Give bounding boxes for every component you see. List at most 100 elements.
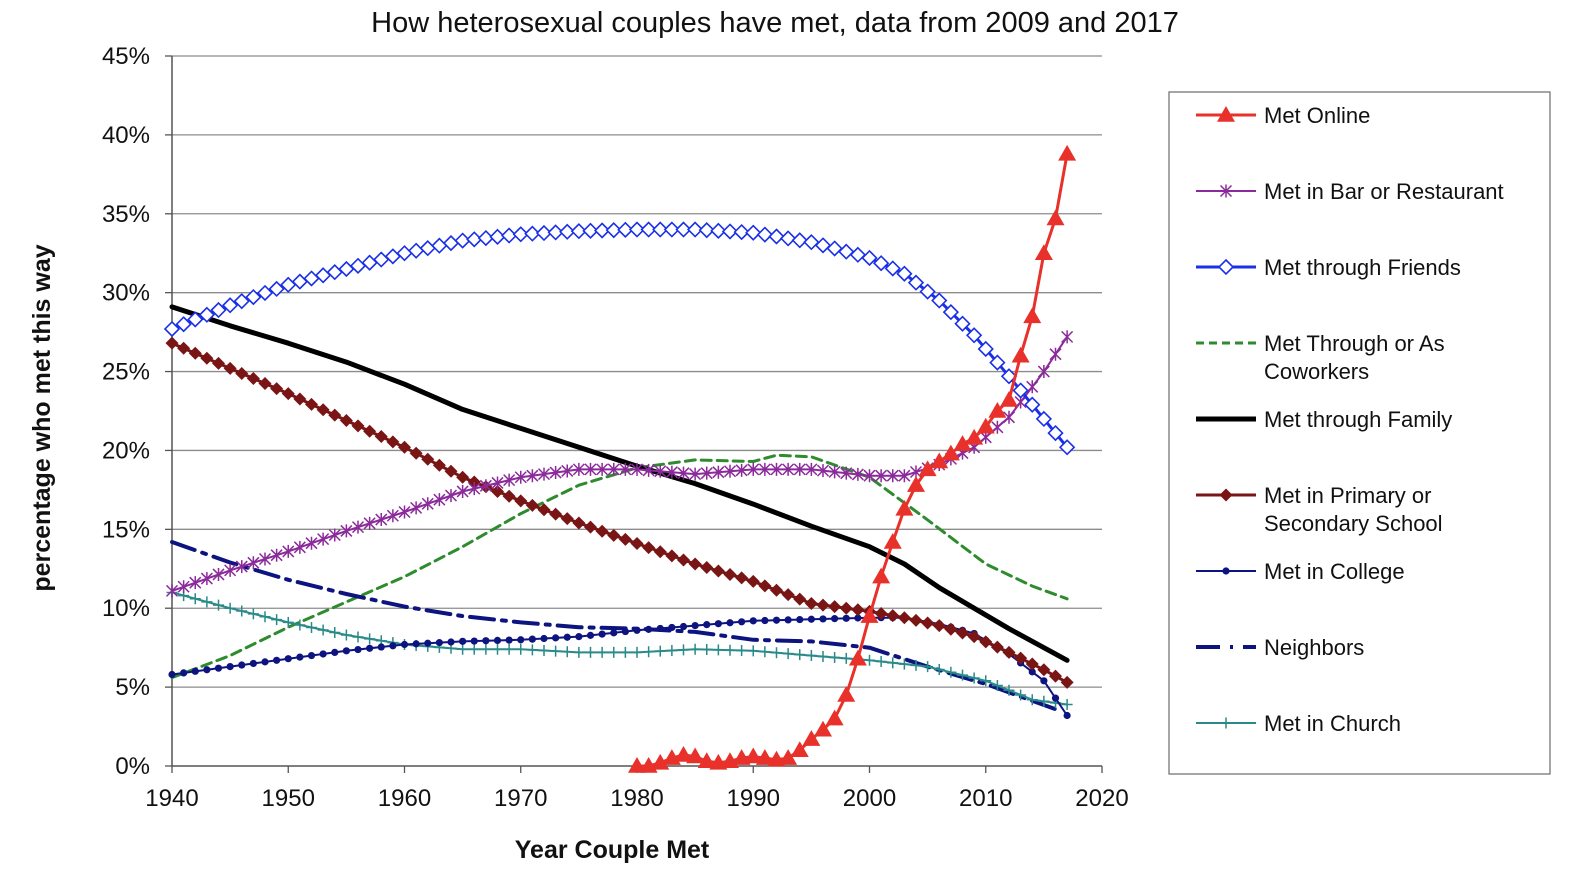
data-point xyxy=(200,572,213,586)
y-tick-label: 0% xyxy=(115,753,150,780)
data-point xyxy=(875,469,888,483)
data-point xyxy=(456,470,470,484)
data-point xyxy=(1051,694,1060,702)
data-point xyxy=(526,469,539,483)
data-point xyxy=(400,640,409,649)
data-point xyxy=(758,579,772,593)
data-point xyxy=(572,516,586,530)
data-point xyxy=(724,644,736,656)
data-point xyxy=(493,636,502,645)
data-point xyxy=(221,297,239,314)
data-point xyxy=(816,464,830,478)
data-point xyxy=(340,629,352,641)
data-point xyxy=(875,656,887,668)
data-point xyxy=(770,462,783,476)
data-point xyxy=(491,476,504,490)
data-point xyxy=(270,548,283,562)
data-point xyxy=(883,532,902,549)
legend-marker xyxy=(1220,717,1232,729)
data-point xyxy=(723,567,737,581)
data-point xyxy=(1028,668,1036,676)
data-point xyxy=(665,465,678,479)
data-point xyxy=(575,633,583,641)
data-point xyxy=(584,520,597,534)
data-point xyxy=(791,232,808,249)
legend-item: Met in Church xyxy=(1196,711,1401,736)
data-point xyxy=(932,619,946,633)
data-point xyxy=(784,616,792,624)
series-met-online xyxy=(628,144,1077,773)
data-point xyxy=(424,639,432,647)
data-point xyxy=(515,643,527,655)
chart-title: How heterosexual couples have met, data … xyxy=(371,7,1179,39)
data-point xyxy=(1012,382,1029,399)
data-point xyxy=(686,221,704,238)
data-point xyxy=(796,615,804,624)
data-point xyxy=(931,292,948,309)
data-point xyxy=(188,346,202,360)
data-point xyxy=(296,653,304,661)
data-point xyxy=(377,643,385,651)
data-point xyxy=(431,237,448,254)
y-tick-label: 45% xyxy=(102,43,150,70)
legend-label: Met Online xyxy=(1264,103,1370,128)
data-point xyxy=(688,557,702,571)
data-point xyxy=(1026,380,1039,394)
data-point xyxy=(781,588,795,602)
data-point xyxy=(826,240,843,257)
legend-label: Met through Family xyxy=(1264,407,1452,432)
data-point xyxy=(645,625,653,633)
legend-label: Met Through or As Coworkers xyxy=(1264,331,1445,384)
data-point xyxy=(886,469,899,483)
data-point xyxy=(619,462,632,476)
data-point xyxy=(1037,365,1050,379)
data-point xyxy=(802,730,821,746)
y-tick-label: 30% xyxy=(102,280,150,307)
data-point xyxy=(831,615,839,623)
data-point xyxy=(1063,711,1071,720)
x-tick-label: 2020 xyxy=(1075,785,1128,812)
data-point xyxy=(563,633,571,641)
data-point xyxy=(479,479,492,493)
data-point xyxy=(291,273,309,290)
data-point xyxy=(991,680,1003,692)
data-point xyxy=(284,655,292,663)
data-point xyxy=(721,223,739,240)
data-point xyxy=(165,584,179,598)
y-tick-label: 5% xyxy=(115,674,150,701)
data-point xyxy=(247,608,259,620)
data-point xyxy=(854,614,862,622)
data-point xyxy=(444,489,458,503)
data-point xyxy=(1058,439,1076,456)
data-point xyxy=(758,462,771,476)
data-point xyxy=(168,670,176,679)
data-point xyxy=(803,234,820,251)
data-point xyxy=(954,315,971,332)
data-point xyxy=(828,600,842,614)
data-point xyxy=(654,464,667,478)
legend-item: Met in Bar or Restaurant xyxy=(1196,179,1504,204)
data-point xyxy=(1035,410,1053,428)
data-point xyxy=(329,627,341,639)
data-point xyxy=(326,264,343,281)
data-point xyxy=(305,536,318,550)
data-point xyxy=(584,462,597,476)
data-point xyxy=(837,686,856,702)
data-point xyxy=(1011,346,1030,363)
data-point xyxy=(679,622,688,631)
data-point xyxy=(514,470,527,484)
legend-marker xyxy=(1222,567,1230,575)
data-point xyxy=(191,667,199,675)
data-point xyxy=(212,567,225,581)
data-point xyxy=(1047,424,1064,442)
data-point xyxy=(790,741,809,757)
data-point xyxy=(268,280,285,298)
data-point xyxy=(398,440,411,454)
data-point xyxy=(375,513,388,527)
series-layer xyxy=(163,144,1077,773)
data-point xyxy=(814,237,832,254)
data-point xyxy=(840,652,852,664)
y-tick-label: 35% xyxy=(102,201,150,228)
data-point xyxy=(675,221,692,238)
data-point xyxy=(689,643,701,655)
